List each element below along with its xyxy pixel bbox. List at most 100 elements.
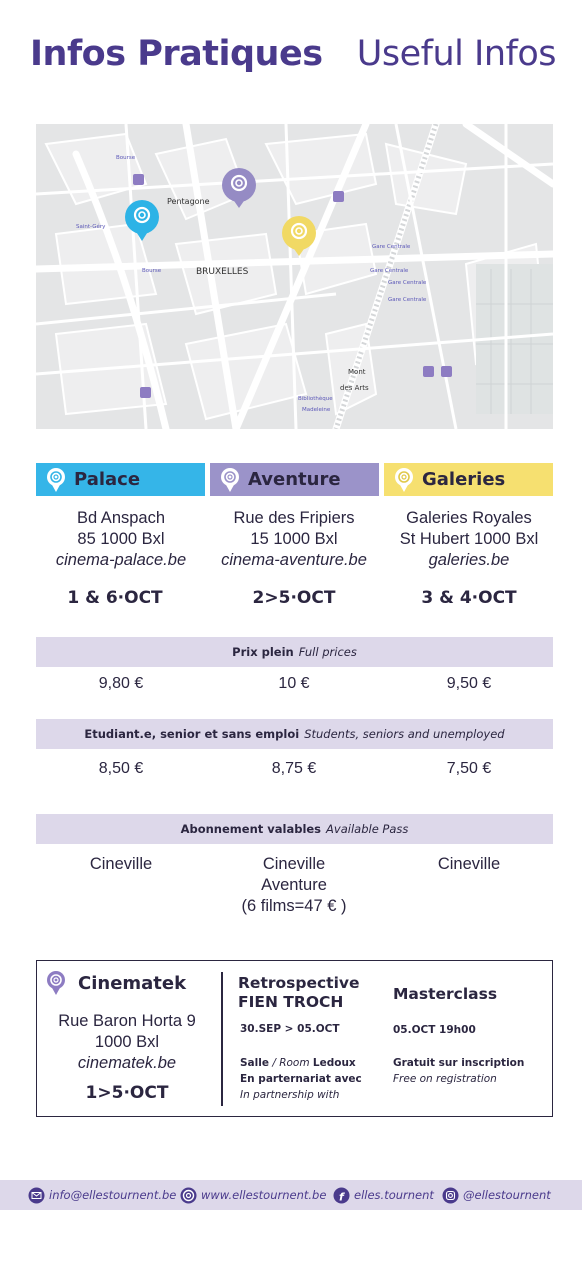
page-title: Infos Pratiques	[30, 34, 323, 74]
venue-website-link[interactable]: cinema-aventure.be	[221, 551, 367, 569]
venue-dates: 3 & 4·OCT	[421, 588, 517, 608]
map-pin-galeries	[282, 216, 316, 256]
venue-name: Galeries	[422, 469, 506, 490]
band-label-en: Full prices	[298, 645, 357, 659]
footer-instagram: @ellestournent	[463, 1188, 551, 1202]
cinematek-title: Cinematek	[46, 970, 186, 996]
pass-header: Abonnement valables Available Pass	[36, 814, 553, 844]
venue-dates: 2>5·OCT	[252, 588, 336, 608]
band-label-fr: Abonnement valables	[180, 822, 322, 836]
footer-email-link[interactable]: info@ellestournent.be	[28, 1185, 176, 1205]
retrospective-dates-text: 30.SEP > 05.OCT	[240, 1023, 340, 1035]
facebook-icon: f	[333, 1187, 350, 1203]
map-label-gare-centrale: Gare Centrale	[370, 268, 409, 274]
masterclass-info: Gratuit sur inscription Free on registra…	[393, 1055, 524, 1087]
retrospective-title-line: FIEN TROCH	[238, 993, 344, 1011]
spiral-icon	[180, 1187, 197, 1203]
map-label-saint-gery: Saint-Géry	[76, 223, 106, 230]
map[interactable]: Pentagone BRUXELLES Gare Centrale Gare C…	[36, 124, 553, 429]
venue-address: 15 1000 Bxl	[250, 530, 338, 548]
masterclass-title: Masterclass	[393, 985, 498, 1003]
venue-address: Galeries Royales	[406, 509, 532, 527]
map-label-gare-centrale: Gare Centrale	[388, 297, 427, 303]
map-label-gare-centrale: Gare Centrale	[388, 280, 427, 286]
cinematek-box	[36, 960, 553, 1117]
map-pin-icon	[395, 467, 413, 492]
venue-dates: 1>5·OCT	[85, 1083, 169, 1103]
salle-label: Salle	[240, 1057, 269, 1069]
venue-name: Aventure	[248, 469, 341, 490]
map-label-madeleine: Madeleine	[302, 407, 331, 413]
band-label-en: Available Pass	[326, 822, 409, 836]
venue-address: St Hubert 1000 Bxl	[399, 530, 539, 548]
page-title-english: Useful Infos	[356, 34, 557, 74]
footer-website: www.ellestournent.be	[201, 1188, 327, 1202]
band-label-fr: Etudiant.e, senior et sans emploi	[84, 727, 300, 741]
venue-address: Rue des Fripiers	[233, 509, 355, 527]
map-label-bourse: Bourse	[116, 155, 136, 161]
retrospective-title: Retrospective FIEN TROCH	[238, 974, 360, 1012]
free-label-fr: Gratuit sur inscription	[393, 1057, 525, 1069]
venue-website-link[interactable]: cinema-palace.be	[55, 551, 187, 569]
masterclass-date-text: 05.OCT 19h00	[393, 1024, 476, 1036]
retrospective-info: Salle / Room Ledoux En parternariat avec…	[240, 1055, 362, 1103]
pass-line: Cineville	[262, 855, 326, 873]
cinematek-details: Rue Baron Horta 9 1000 Bxl cinematek.be	[42, 1011, 212, 1074]
venue-website-link[interactable]: cinematek.be	[77, 1054, 177, 1072]
svg-text:f: f	[339, 1190, 345, 1203]
venue-details-aventure: Rue des Fripiers 15 1000 Bxl cinema-aven…	[209, 508, 379, 571]
pass-line: Aventure	[261, 876, 327, 894]
venue-address: 1000 Bxl	[94, 1033, 160, 1051]
venue-dates: 1 & 6·OCT	[67, 588, 163, 608]
cinematek-name: Cinematek	[78, 972, 187, 994]
reduced-prices-header: Etudiant.e, senior et sans emploi Studen…	[36, 719, 553, 749]
map-label-bruxelles: BRUXELLES	[196, 267, 249, 277]
footer-facebook-link[interactable]: f elles.tournent	[333, 1185, 434, 1205]
map-label-bourse: Bourse	[142, 268, 162, 274]
map-pin-icon	[47, 467, 65, 492]
pass-line: (6 films=47 € )	[241, 897, 347, 915]
pass-value: Cineville	[437, 855, 501, 873]
map-pin-aventure	[222, 168, 256, 208]
masterclass-date: 05.OCT 19h00	[393, 1022, 476, 1038]
venue-name: Palace	[74, 469, 141, 490]
footer-facebook: elles.tournent	[354, 1188, 434, 1202]
footer-instagram-link[interactable]: @ellestournent	[442, 1185, 551, 1205]
partner-label-fr: En parternariat avec	[240, 1073, 362, 1085]
map-label-mont-des-arts: Mont	[348, 368, 366, 376]
footer-website-link[interactable]: www.ellestournent.be	[180, 1185, 326, 1205]
venue-header-aventure: Aventure	[210, 463, 379, 496]
pass-value: Cineville Aventure (6 films=47 € )	[209, 854, 379, 917]
map-pin-icon	[221, 467, 239, 492]
divider	[221, 972, 223, 1106]
map-label-gare-centrale: Gare Centrale	[372, 244, 411, 250]
venue-address: Rue Baron Horta 9	[58, 1012, 196, 1030]
partner-label-en: In partnership with	[240, 1089, 340, 1101]
footer-bar	[0, 1180, 582, 1210]
price-value: 8,50 €	[98, 760, 144, 777]
map-pin-icon	[47, 971, 65, 995]
venue-details-galeries: Galeries Royales St Hubert 1000 Bxl gale…	[384, 508, 554, 571]
free-label-en: Free on registration	[393, 1073, 497, 1085]
price-value: 9,80 €	[98, 675, 144, 692]
map-label-pentagone: Pentagone	[167, 197, 210, 206]
price-value: 7,50 €	[446, 760, 492, 777]
mail-icon	[28, 1187, 45, 1203]
band-label-fr: Prix plein	[232, 645, 294, 659]
map-canvas: Pentagone BRUXELLES Gare Centrale Gare C…	[36, 124, 553, 429]
venue-details-palace: Bd Anspach 85 1000 Bxl cinema-palace.be	[36, 508, 206, 571]
map-pin-palace	[125, 200, 159, 241]
price-value: 8,75 €	[271, 760, 317, 777]
price-value: 9,50 €	[446, 675, 492, 692]
price-value: 10 €	[278, 675, 310, 692]
band-label-en: Students, seniors and unemployed	[304, 727, 505, 741]
venue-header-galeries: Galeries	[384, 463, 553, 496]
venue-address: 85 1000 Bxl	[77, 530, 165, 548]
footer-email: info@ellestournent.be	[49, 1188, 177, 1202]
map-label-bibliotheque: Bibliothèque	[298, 395, 333, 402]
venue-website-link[interactable]: galeries.be	[428, 551, 510, 569]
room-label: / Room	[272, 1057, 310, 1069]
map-label-mont-des-arts: des Arts	[340, 384, 369, 392]
retrospective-title-line: Retrospective	[238, 974, 360, 992]
room-name: Ledoux	[312, 1057, 356, 1069]
